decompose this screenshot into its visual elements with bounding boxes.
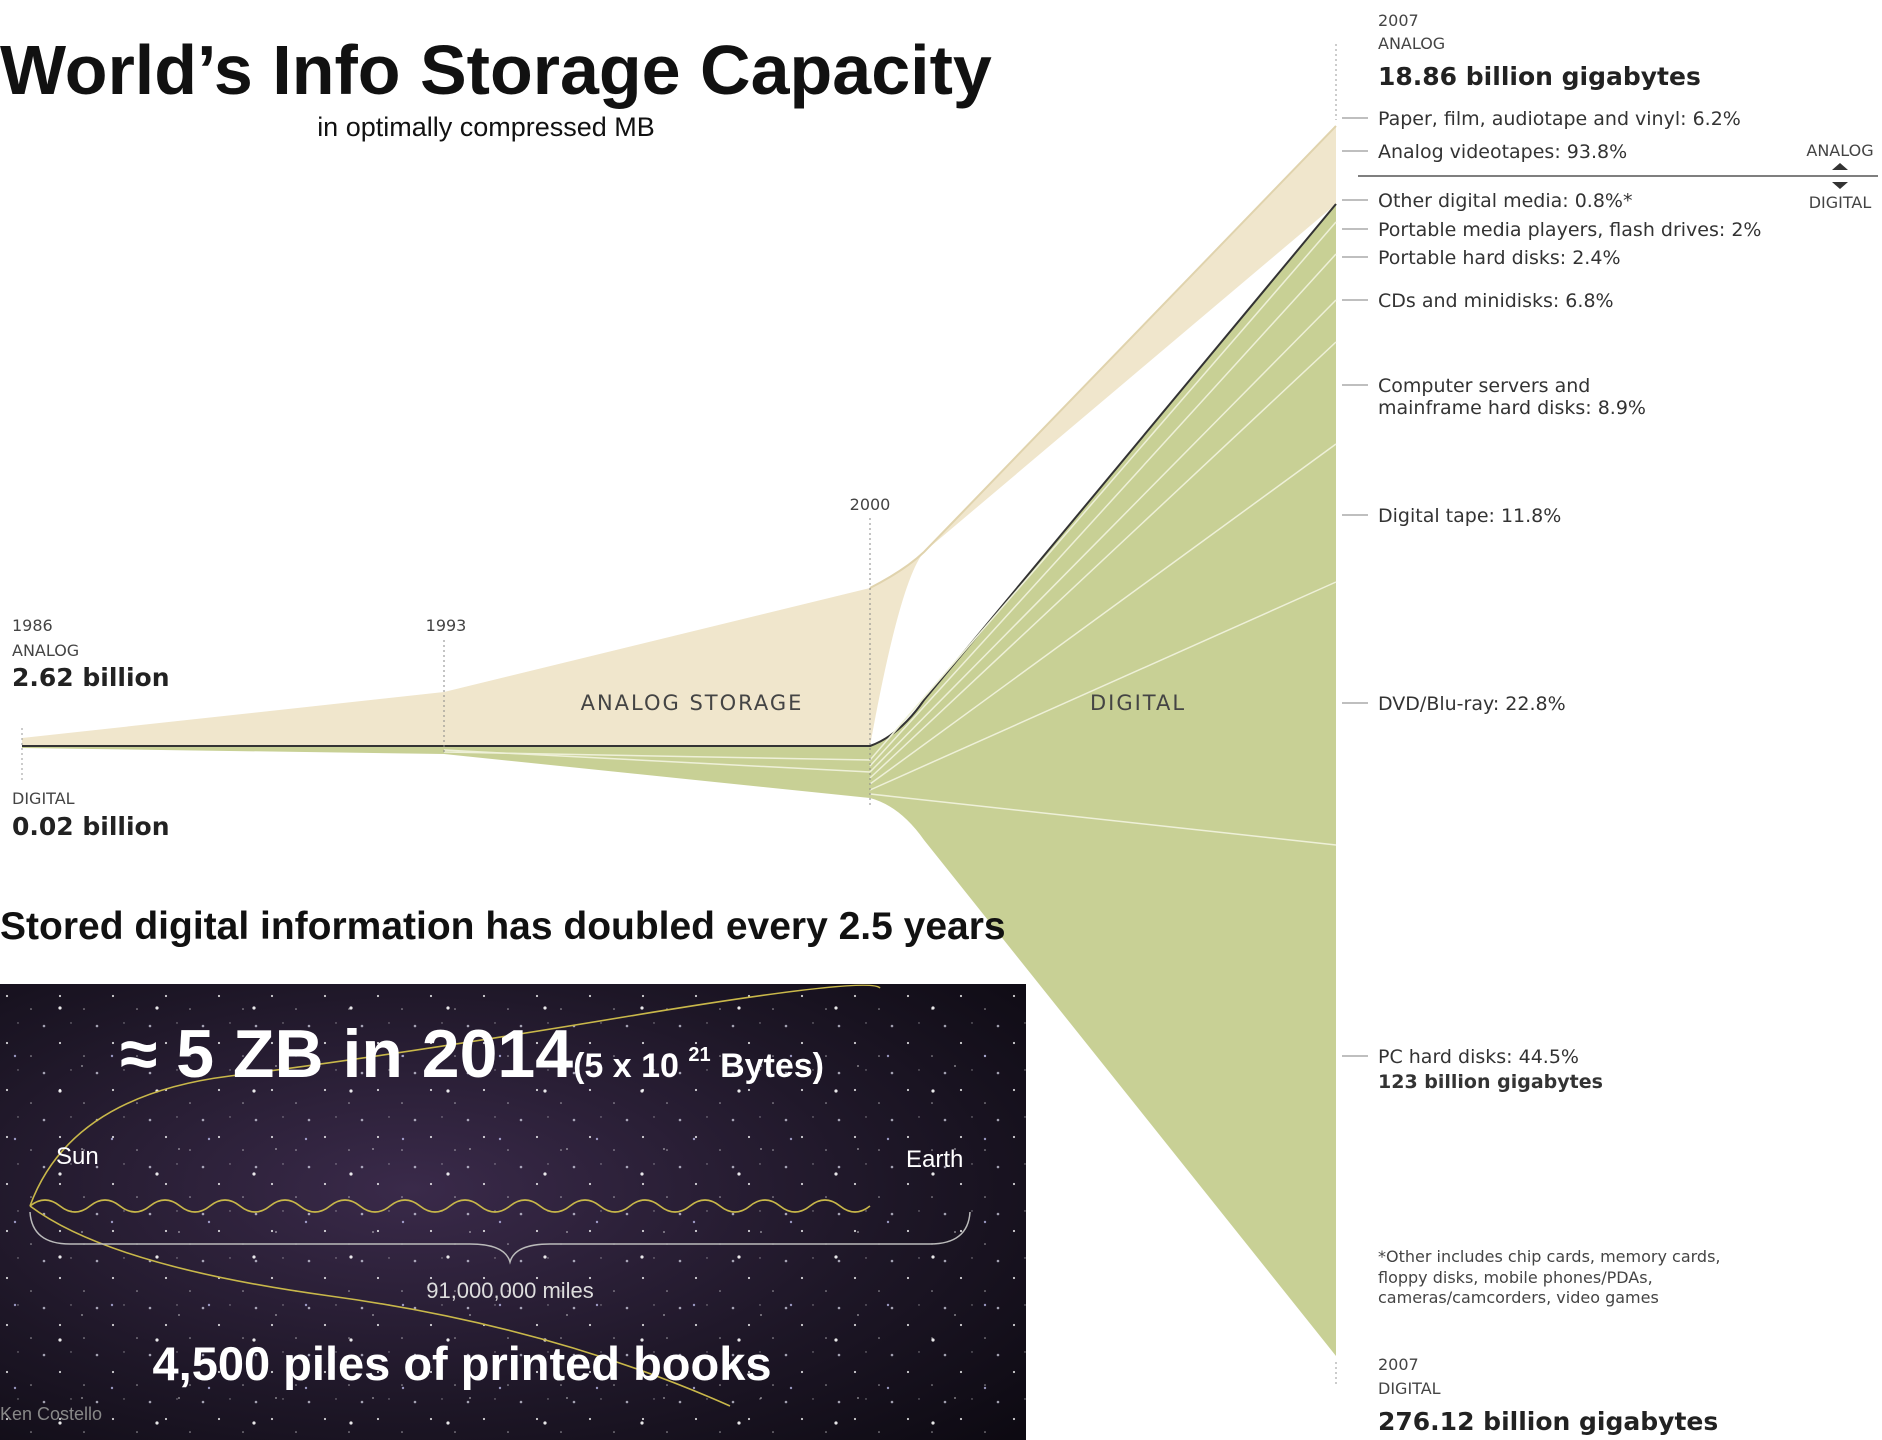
digital-item: Digital tape: 11.8% — [1378, 505, 1561, 527]
title: World’s Info Storage Capacity — [0, 31, 992, 109]
headline-sup: 21 — [688, 1044, 710, 1066]
year-label: 2000 — [850, 495, 891, 514]
digital-item: Other digital media: 0.8%* — [1378, 190, 1632, 212]
earth-label: Earth — [906, 1146, 963, 1173]
digital-segment-lines — [443, 221, 1337, 846]
start-analog-value: 2.62 billion — [12, 663, 170, 692]
digital-item: CDs and minidisks: 6.8% — [1378, 290, 1614, 312]
headline-main: ≈ 5 ZB in 2014 — [120, 1016, 573, 1092]
footnote: cameras/camcorders, video games — [1378, 1288, 1659, 1307]
footnote: *Other includes chip cards, memory cards… — [1378, 1247, 1721, 1266]
books-label: 4,500 piles of printed books — [153, 1337, 772, 1390]
headline-detail: Bytes) — [711, 1047, 824, 1085]
end-digital-value: 276.12 billion gigabytes — [1378, 1407, 1718, 1436]
right-ticks — [1342, 117, 1368, 1057]
distance-bracket — [29, 1211, 971, 1265]
divider-upper: ANALOG — [1806, 141, 1873, 160]
digital-area — [22, 204, 1336, 1356]
digital-item: Computer servers and — [1378, 375, 1590, 397]
headline: ≈ 5 ZB in 2014(5 x 10 21 Bytes) — [120, 1016, 824, 1092]
divider-lower: DIGITAL — [1809, 193, 1872, 212]
credit: Ken Costello — [0, 1404, 102, 1424]
analog-item: Analog videotapes: 93.8% — [1378, 141, 1627, 163]
end-digital-label: DIGITAL — [1378, 1379, 1441, 1398]
subtitle: in optimally compressed MB — [317, 112, 655, 142]
digital-area-label: DIGITAL — [1090, 691, 1186, 715]
digital-item: mainframe hard disks: 8.9% — [1378, 397, 1646, 419]
end-year: 2007 — [1378, 11, 1419, 30]
headline-detail: (5 x 10 — [573, 1047, 688, 1085]
start-year: 1986 — [12, 616, 53, 635]
digital-item: Portable media players, flash drives: 2% — [1378, 219, 1761, 241]
analog-edge — [869, 125, 1337, 589]
footnote: floppy disks, mobile phones/PDAs, — [1378, 1268, 1653, 1287]
end-year: 2007 — [1378, 1355, 1419, 1374]
start-analog-label: ANALOG — [12, 641, 79, 660]
sun-label: Sun — [56, 1143, 99, 1170]
start-digital-value: 0.02 billion — [12, 812, 170, 841]
end-analog-value: 18.86 billion gigabytes — [1378, 62, 1701, 91]
analog-digital-boundary — [22, 203, 1337, 747]
year-label: 1993 — [426, 616, 467, 635]
end-analog-label: ANALOG — [1378, 34, 1445, 53]
digital-item: Portable hard disks: 2.4% — [1378, 247, 1621, 269]
start-digital-label: DIGITAL — [12, 789, 75, 808]
digital-item: DVD/Blu-ray: 22.8% — [1378, 693, 1566, 715]
divider-arrows — [1832, 163, 1848, 189]
digital-item-value: 123 billion gigabytes — [1378, 1071, 1603, 1093]
analog-item: Paper, film, audiotape and vinyl: 6.2% — [1378, 108, 1741, 130]
analog-area-label: ANALOG STORAGE — [581, 691, 804, 715]
digital-item: PC hard disks: 44.5% — [1378, 1046, 1579, 1068]
distance-label: 91,000,000 miles — [426, 1278, 594, 1303]
note: Stored digital information has doubled e… — [0, 905, 1006, 948]
